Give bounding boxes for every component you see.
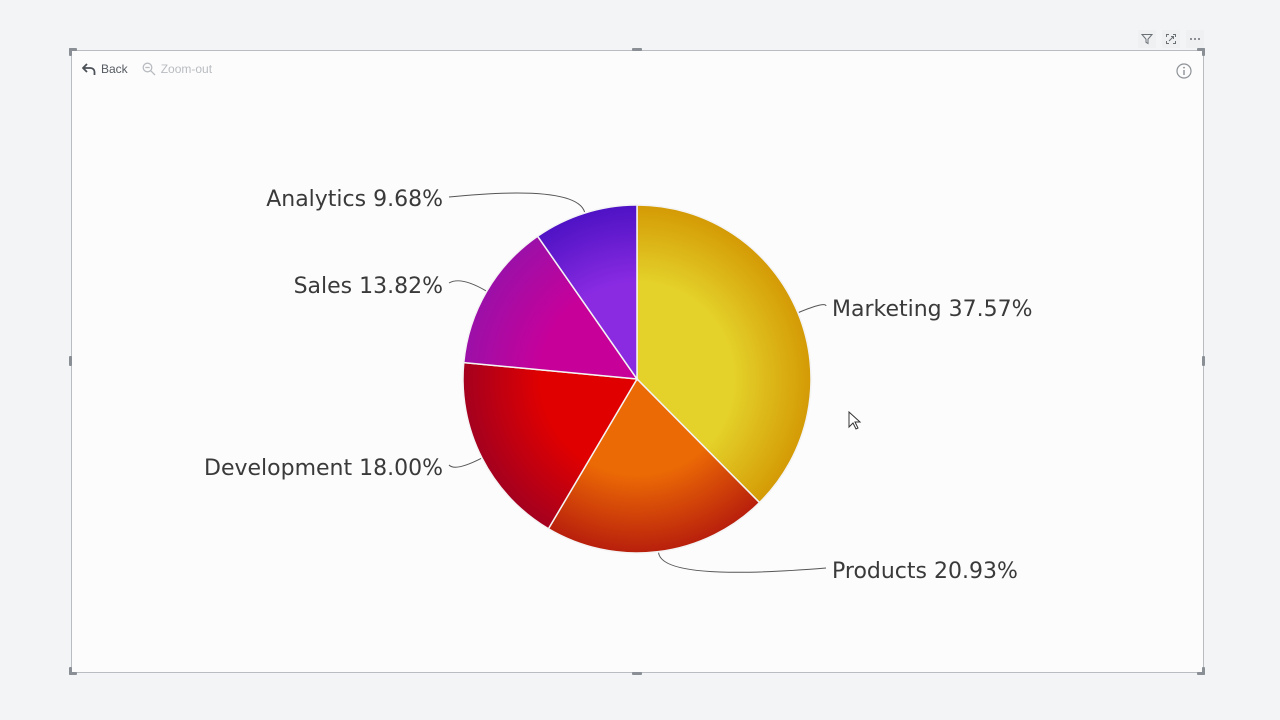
leader-line-development xyxy=(448,458,482,468)
zoom-out-label: Zoom-out xyxy=(160,62,213,76)
data-label-development: Development 18.00% xyxy=(204,456,443,481)
resize-handle-bottom-right-v[interactable] xyxy=(1202,667,1205,675)
back-label: Back xyxy=(101,62,128,76)
back-button[interactable]: Back xyxy=(82,62,128,76)
focus-mode-icon[interactable] xyxy=(1162,30,1180,48)
filter-icon[interactable] xyxy=(1138,30,1156,48)
mouse-cursor-icon xyxy=(848,411,862,430)
resize-handle-left[interactable] xyxy=(69,356,72,366)
data-label-products: Products 20.93% xyxy=(832,559,1018,584)
drill-toolbar: Back Zoom-out xyxy=(82,62,212,76)
leader-line-products xyxy=(658,552,827,573)
leader-line-sales xyxy=(448,280,487,292)
zoom-out-button[interactable]: Zoom-out xyxy=(142,62,212,76)
data-label-sales: Sales 13.82% xyxy=(294,274,443,299)
info-icon[interactable] xyxy=(1176,63,1192,79)
resize-handle-bottom-left-v[interactable] xyxy=(69,667,72,675)
resize-handle-top-left[interactable] xyxy=(69,48,77,51)
pie-slice-sales[interactable] xyxy=(462,235,639,380)
resize-handle-top-left-v[interactable] xyxy=(69,48,72,56)
pie-slice-products[interactable] xyxy=(547,377,761,554)
visual-header-toolbar xyxy=(1138,30,1204,48)
leader-line-marketing xyxy=(798,304,827,313)
data-label-marketing: Marketing 37.57% xyxy=(832,297,1033,322)
data-label-analytics: Analytics 9.68% xyxy=(266,187,443,212)
resize-handle-bottom-right[interactable] xyxy=(1197,672,1205,675)
back-arrow-icon xyxy=(82,62,96,75)
zoom-out-icon xyxy=(142,62,156,76)
pie-slice-analytics[interactable] xyxy=(536,204,638,382)
resize-handle-bottom[interactable] xyxy=(632,672,642,675)
leader-line-analytics xyxy=(448,192,586,213)
resize-handle-top[interactable] xyxy=(632,48,642,51)
pie-slice-development[interactable] xyxy=(462,361,639,530)
pie-slice-marketing[interactable] xyxy=(636,204,812,504)
resize-handle-top-right[interactable] xyxy=(1197,48,1205,51)
more-options-icon[interactable] xyxy=(1186,30,1204,48)
resize-handle-bottom-left[interactable] xyxy=(69,672,77,675)
resize-handle-right[interactable] xyxy=(1202,356,1205,366)
resize-handle-top-right-v[interactable] xyxy=(1202,48,1205,56)
